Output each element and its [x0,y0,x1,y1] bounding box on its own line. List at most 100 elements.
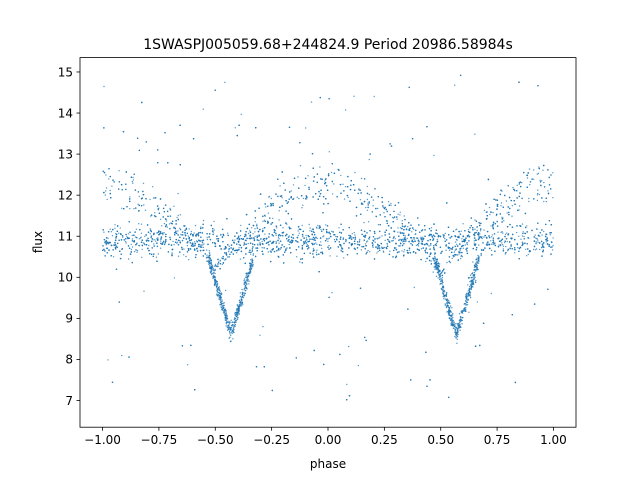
data-point [342,238,344,240]
data-point [138,195,140,198]
data-point [177,239,180,242]
data-point [482,322,485,324]
data-point [302,204,304,206]
data-point [274,229,276,232]
data-point [150,236,152,238]
data-point [316,253,318,256]
data-point [163,211,165,213]
data-point [121,354,123,357]
data-point [256,236,258,239]
data-point [329,255,331,257]
data-point [468,311,470,313]
data-point [271,389,273,392]
data-point [528,168,531,170]
data-point [221,257,223,259]
data-point [302,230,304,233]
data-point [277,249,280,251]
data-point [414,233,417,235]
data-point [325,229,328,231]
data-point [369,230,371,232]
data-point [359,287,362,289]
data-point [518,235,520,237]
data-point [465,248,467,250]
data-point [289,247,291,249]
data-point [479,230,482,232]
data-point [328,237,331,239]
data-point [338,169,340,171]
data-point [510,243,512,246]
data-point [480,222,482,225]
data-point [131,238,134,240]
data-point [445,239,448,241]
data-point [261,240,263,243]
data-point [499,244,502,246]
data-point [169,207,171,210]
data-point [426,257,428,260]
data-point [316,227,318,229]
data-point [267,222,269,224]
data-point [536,228,538,230]
data-point [272,235,274,237]
data-point [540,180,543,182]
data-point [239,258,242,260]
data-point [372,199,375,201]
data-point [270,223,272,225]
data-point [377,207,379,210]
data-point [375,246,377,248]
data-point [448,249,451,251]
data-point [288,235,290,237]
data-point [470,225,472,227]
data-point [432,271,434,273]
data-point [193,241,196,243]
data-point [404,218,406,221]
data-point [290,252,292,254]
data-point [174,234,176,236]
data-point [406,237,408,240]
data-point [115,239,117,241]
data-point [511,248,513,250]
data-point [206,249,208,251]
data-point [312,196,314,198]
data-point [429,379,431,381]
data-point [384,231,386,233]
data-point [194,256,197,259]
data-point [263,366,265,368]
data-point [297,226,300,228]
data-point [252,246,254,248]
data-point [205,257,208,259]
data-point [262,230,264,232]
data-point [437,236,440,238]
data-point [104,249,106,252]
data-point [404,240,406,243]
data-point [298,232,300,234]
data-point [166,210,169,213]
data-point [275,232,277,235]
data-point [426,385,428,387]
data-point [421,230,423,232]
data-point [202,244,204,246]
data-point [132,182,134,184]
data-point [401,223,403,225]
data-point [258,207,260,209]
data-point [305,237,308,239]
data-point [541,229,543,231]
data-point [146,239,148,241]
data-point [104,255,106,257]
data-point [508,196,511,199]
data-point [541,255,543,257]
data-point [477,232,480,234]
data-point [462,247,464,249]
data-point [331,163,333,165]
data-point [536,173,538,175]
data-point [501,216,503,218]
data-point [474,232,476,234]
data-point [219,259,221,262]
data-point [464,230,466,232]
data-point [516,243,518,246]
data-point [249,237,252,240]
data-point [425,247,427,249]
data-point [545,197,547,199]
data-point [336,255,338,257]
data-point [316,173,319,175]
data-point [441,250,443,253]
